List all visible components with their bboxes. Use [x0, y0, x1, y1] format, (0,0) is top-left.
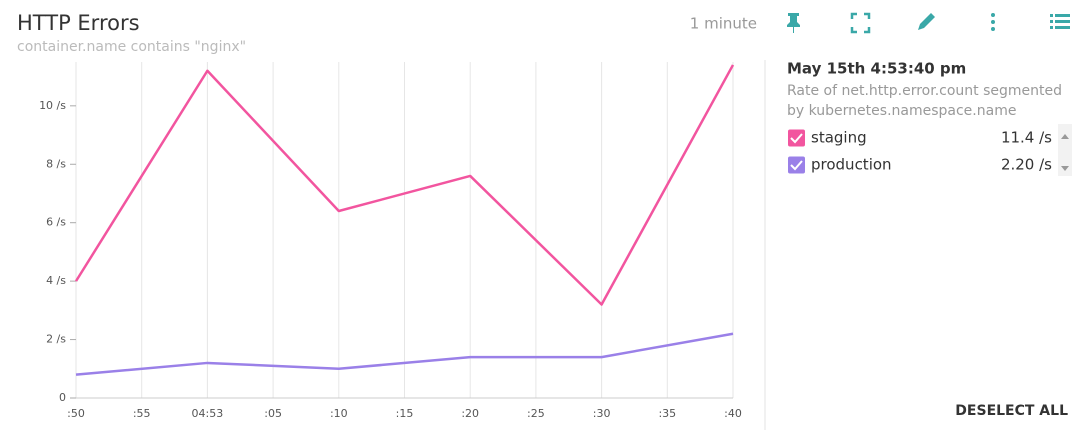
panel-timestamp: May 15th 4:53:40 pm — [787, 60, 966, 78]
widget-subtitle: container.name contains "nginx" — [17, 39, 246, 55]
y-tick-label: 2 /s — [46, 333, 66, 346]
x-tick-label: :15 — [396, 407, 414, 420]
legend-icon[interactable] — [1050, 14, 1070, 29]
x-tick-label: :35 — [658, 407, 676, 420]
legend-entry[interactable]: staging 11.4 /s — [788, 129, 1052, 147]
checkmark — [790, 133, 803, 144]
x-tick-label: :25 — [527, 407, 545, 420]
edit-icon[interactable] — [918, 13, 935, 30]
x-tick-label: :30 — [593, 407, 611, 420]
scrollbar — [1058, 124, 1072, 176]
y-tick-label: 6 /s — [46, 216, 66, 229]
x-tick-label: :20 — [461, 407, 479, 420]
time-range[interactable]: 1 minute — [690, 15, 757, 33]
panel-description: Rate of net.http.error.count segmented — [787, 83, 1062, 99]
legend-entry[interactable]: production 2.20 /s — [788, 156, 1052, 174]
x-tick-label: :40 — [724, 407, 742, 420]
legend-label: production — [811, 156, 892, 174]
fullscreen-icon[interactable] — [850, 12, 871, 34]
y-tick-label: 4 /s — [46, 274, 66, 287]
y-tick-label: 8 /s — [46, 157, 66, 170]
x-tick-label: :55 — [133, 407, 151, 420]
x-tick-label: :50 — [67, 407, 85, 420]
x-tick-label: :10 — [330, 407, 348, 420]
x-tick-label: 04:53 — [192, 407, 224, 420]
legend-readout: 2.20 /s — [1001, 156, 1052, 174]
legend-readout: 11.4 /s — [1001, 129, 1052, 147]
more-icon[interactable] — [991, 13, 995, 31]
y-tick-label: 0 — [59, 391, 66, 404]
deselect-all[interactable]: DESELECT ALL — [955, 403, 1068, 419]
y-tick-label: 10 /s — [39, 99, 66, 112]
pin-icon[interactable] — [787, 13, 800, 33]
legend-checkbox — [788, 129, 805, 147]
series-line — [75, 332, 734, 376]
toolbar — [787, 12, 1070, 34]
panel-description: by kubernetes.namespace.name — [787, 103, 1016, 119]
legend-checkbox — [788, 156, 805, 174]
legend-label: staging — [811, 129, 867, 147]
checkmark — [790, 160, 803, 171]
series-line — [74, 64, 735, 306]
x-tick-label: :05 — [264, 407, 282, 420]
widget-title: HTTP Errors — [17, 11, 140, 35]
